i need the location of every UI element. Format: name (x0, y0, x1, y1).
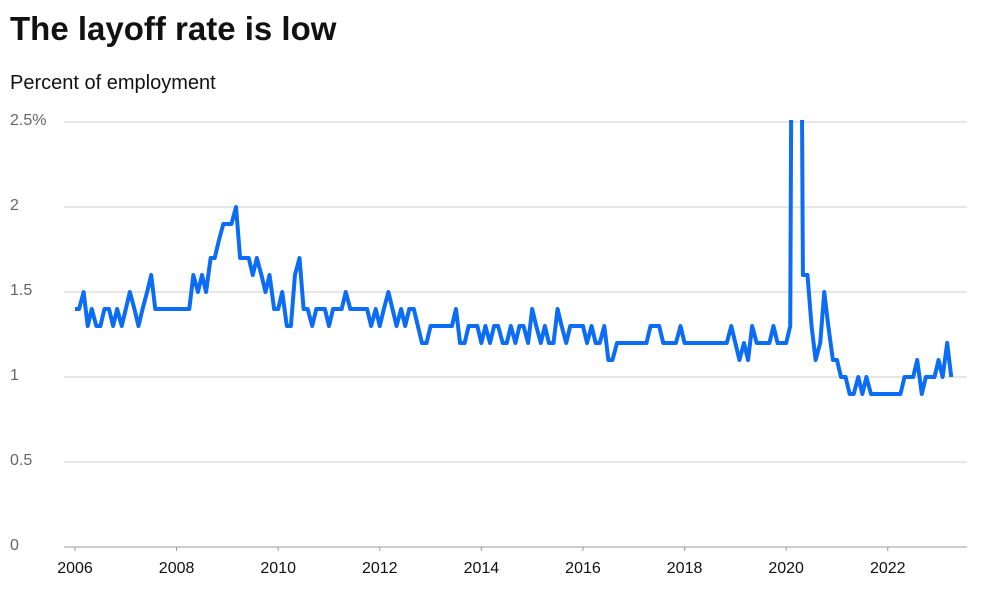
y-tick-label: 0 (10, 537, 19, 554)
x-tick-label: 2022 (870, 560, 906, 577)
y-tick-label: 2.5% (10, 112, 46, 129)
x-tick-label: 2006 (57, 560, 93, 577)
x-tick-label: 2010 (260, 560, 296, 577)
x-tick-label: 2016 (565, 560, 601, 577)
chart-title: The layoff rate is low (10, 10, 337, 47)
y-tick-label: 1.5 (10, 282, 32, 299)
y-tick-label: 2 (10, 197, 19, 214)
x-tick-label: 2008 (159, 560, 195, 577)
grid: 0 0.5 1 1.5 2 2.5% 2006 2008 2010 2012 2014 2016 201… (10, 112, 967, 577)
chart-subtitle: Percent of employment (10, 72, 216, 94)
data-line (75, 120, 954, 396)
y-tick-label: 1 (10, 367, 19, 384)
x-tick-label: 2012 (362, 560, 398, 577)
y-tick-label: 0.5 (10, 452, 32, 469)
x-tick-label: 2020 (768, 560, 804, 577)
plot-area (75, 120, 954, 396)
x-tick-label: 2018 (667, 560, 703, 577)
x-tick-label: 2014 (464, 560, 500, 577)
